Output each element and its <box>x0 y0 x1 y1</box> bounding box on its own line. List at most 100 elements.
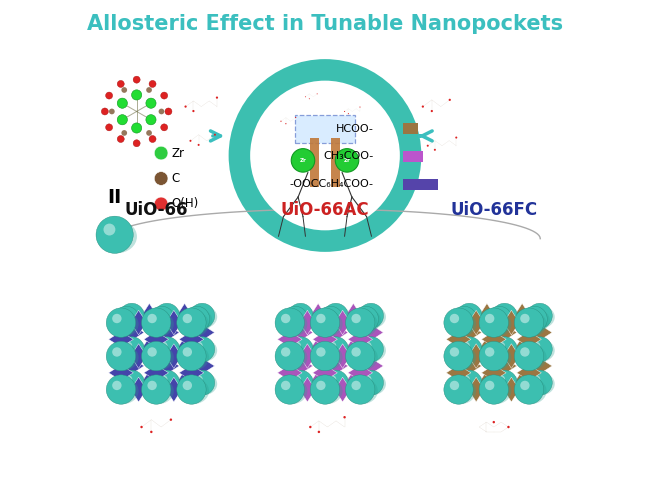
Circle shape <box>142 341 171 371</box>
Circle shape <box>444 308 473 338</box>
Ellipse shape <box>323 373 351 395</box>
Polygon shape <box>469 310 484 335</box>
Ellipse shape <box>514 378 547 404</box>
Circle shape <box>450 381 459 390</box>
Ellipse shape <box>346 378 378 404</box>
Ellipse shape <box>514 344 547 371</box>
Circle shape <box>323 370 348 395</box>
Polygon shape <box>359 358 383 374</box>
Circle shape <box>309 426 311 428</box>
Polygon shape <box>504 344 519 369</box>
Ellipse shape <box>359 339 386 362</box>
Circle shape <box>486 307 512 332</box>
Circle shape <box>322 311 331 320</box>
Polygon shape <box>482 365 506 381</box>
Circle shape <box>479 341 508 371</box>
Circle shape <box>288 303 313 328</box>
Circle shape <box>124 375 132 383</box>
Circle shape <box>120 303 144 328</box>
Circle shape <box>521 307 547 332</box>
Circle shape <box>317 93 318 94</box>
Circle shape <box>485 347 495 357</box>
Circle shape <box>177 375 206 404</box>
Polygon shape <box>166 310 181 335</box>
Ellipse shape <box>353 309 381 332</box>
Circle shape <box>101 108 109 115</box>
Circle shape <box>514 341 543 371</box>
Polygon shape <box>166 344 181 369</box>
Circle shape <box>343 416 346 419</box>
Circle shape <box>514 308 543 338</box>
Polygon shape <box>517 332 541 347</box>
Circle shape <box>456 311 465 320</box>
Ellipse shape <box>451 309 480 332</box>
Circle shape <box>287 311 296 320</box>
Ellipse shape <box>310 344 343 371</box>
Polygon shape <box>447 332 471 347</box>
Circle shape <box>142 308 171 338</box>
Circle shape <box>148 347 157 357</box>
Circle shape <box>431 110 433 112</box>
Polygon shape <box>310 370 326 395</box>
Polygon shape <box>142 304 157 328</box>
Circle shape <box>455 137 458 139</box>
Circle shape <box>112 314 122 323</box>
Ellipse shape <box>359 306 386 328</box>
Circle shape <box>497 308 505 316</box>
Circle shape <box>450 347 459 357</box>
Circle shape <box>457 303 482 328</box>
Circle shape <box>140 426 143 428</box>
Polygon shape <box>166 377 181 402</box>
Polygon shape <box>179 365 203 381</box>
Ellipse shape <box>142 311 174 338</box>
Ellipse shape <box>514 311 547 338</box>
Polygon shape <box>190 325 214 340</box>
Circle shape <box>133 140 140 147</box>
Circle shape <box>293 375 301 383</box>
Polygon shape <box>177 337 192 362</box>
Circle shape <box>154 197 168 211</box>
Ellipse shape <box>155 306 182 328</box>
Circle shape <box>275 375 304 404</box>
Circle shape <box>146 87 152 93</box>
Circle shape <box>359 370 383 395</box>
Circle shape <box>149 80 156 88</box>
Polygon shape <box>131 344 146 369</box>
Circle shape <box>281 381 291 390</box>
Circle shape <box>154 311 162 320</box>
Polygon shape <box>447 365 471 381</box>
FancyBboxPatch shape <box>294 115 356 143</box>
Circle shape <box>328 342 336 350</box>
Circle shape <box>353 307 378 332</box>
Polygon shape <box>313 332 337 347</box>
Polygon shape <box>313 365 337 381</box>
Ellipse shape <box>282 309 311 332</box>
Circle shape <box>457 370 482 395</box>
Circle shape <box>426 145 429 147</box>
Ellipse shape <box>310 311 343 338</box>
Ellipse shape <box>457 373 484 395</box>
Circle shape <box>159 308 168 316</box>
Circle shape <box>288 370 313 395</box>
Circle shape <box>109 109 114 114</box>
Circle shape <box>462 308 470 316</box>
Text: CH₃COO-: CH₃COO- <box>324 152 374 161</box>
Polygon shape <box>517 365 541 381</box>
Circle shape <box>457 337 482 362</box>
Circle shape <box>444 375 473 404</box>
Ellipse shape <box>120 306 147 328</box>
Polygon shape <box>527 325 552 340</box>
Circle shape <box>346 308 375 338</box>
Circle shape <box>190 337 214 362</box>
Ellipse shape <box>96 220 137 253</box>
Circle shape <box>491 311 500 320</box>
Text: Zr: Zr <box>344 158 350 163</box>
Circle shape <box>293 342 301 350</box>
Circle shape <box>146 130 152 136</box>
Polygon shape <box>144 365 168 381</box>
Circle shape <box>195 308 203 316</box>
Ellipse shape <box>155 339 182 362</box>
Polygon shape <box>324 325 348 340</box>
Ellipse shape <box>288 373 315 395</box>
Circle shape <box>309 98 310 99</box>
